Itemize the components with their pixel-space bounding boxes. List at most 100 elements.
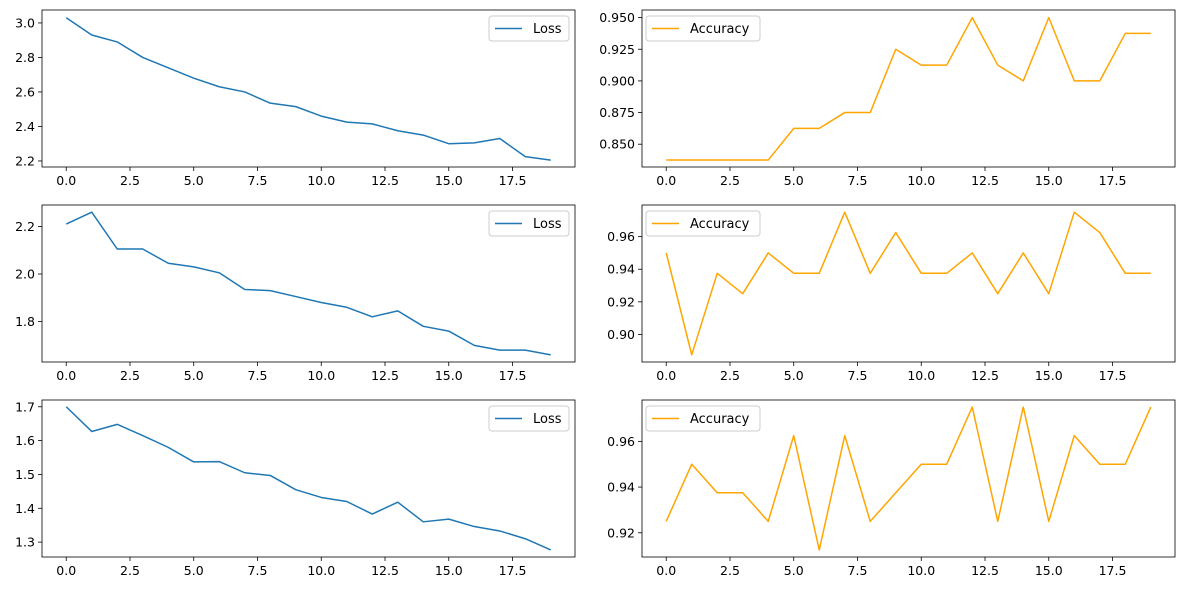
x-tick-label: 0.0 xyxy=(56,563,76,578)
axes-frame xyxy=(641,204,1176,363)
y-tick-label: 0.92 xyxy=(607,294,635,309)
series-line-loss xyxy=(65,406,552,551)
subplot-1: 0.0 2.5 5.0 7.5 10.0 12.5 15.0 17.5 2.2 2.4 2.6 2.8… xyxy=(15,9,576,188)
x-tick-label: 10.0 xyxy=(307,563,335,578)
x-tick-label: 2.5 xyxy=(720,368,740,383)
legend-label: Accuracy xyxy=(690,412,750,427)
legend-box xyxy=(488,405,570,432)
series-line-loss xyxy=(65,17,551,161)
legend-label: Loss xyxy=(533,412,562,427)
x-tick-label: 2.5 xyxy=(120,368,140,383)
x-tick-label: 5.0 xyxy=(184,368,204,383)
x-tick-label: 15.0 xyxy=(1035,368,1063,383)
y-tick-label: 1.4 xyxy=(15,501,35,516)
y-tick-label: 1.5 xyxy=(15,467,35,482)
x-tick-label: 2.5 xyxy=(720,563,740,578)
subplot-4: 0.0 2.5 5.0 7.5 10.0 12.5 15.0 17.5 0.90 0.92 0.94… xyxy=(607,204,1176,383)
x-tick-label: 10.0 xyxy=(307,173,335,188)
series-line-loss xyxy=(65,211,551,356)
x-tick-label: 15.0 xyxy=(1035,173,1063,188)
y-tick-label: 0.850 xyxy=(599,137,635,152)
legend: Accuracy xyxy=(645,210,761,237)
legend: Accuracy xyxy=(645,405,761,432)
subplot-3: 0.0 2.5 5.0 7.5 10.0 12.5 15.0 17.5 1.8 2.0 2.2 Los… xyxy=(15,204,576,383)
y-tick-label: 2.0 xyxy=(15,266,35,281)
x-tick-label: 2.5 xyxy=(120,173,140,188)
x-tick-label: 5.0 xyxy=(784,173,804,188)
y-tick-label: 2.8 xyxy=(15,50,35,65)
legend-label: Accuracy xyxy=(690,22,750,37)
x-tick-label: 0.0 xyxy=(656,368,676,383)
x-tick-label: 5.0 xyxy=(184,173,204,188)
x-tick-label: 15.0 xyxy=(435,368,463,383)
subplot-5: 0.0 2.5 5.0 7.5 10.0 12.5 15.0 17.5 1.3 1.4 1.5 1.6… xyxy=(15,399,576,578)
x-tick-label: 12.5 xyxy=(371,368,399,383)
y-tick-label: 0.92 xyxy=(607,525,635,540)
legend-box xyxy=(488,15,570,42)
axes-frame xyxy=(641,9,1176,168)
x-tick-label: 17.5 xyxy=(499,563,527,578)
x-tick-label: 10.0 xyxy=(907,173,935,188)
x-tick-label: 0.0 xyxy=(656,563,676,578)
x-tick-label: 0.0 xyxy=(56,173,76,188)
x-tick-label: 7.5 xyxy=(848,173,868,188)
x-tick-label: 5.0 xyxy=(784,368,804,383)
axes-frame xyxy=(41,9,576,168)
x-tick-label: 7.5 xyxy=(848,563,868,578)
x-tick-label: 15.0 xyxy=(1035,563,1063,578)
x-tick-label: 10.0 xyxy=(307,368,335,383)
x-tick-label: 7.5 xyxy=(248,368,268,383)
x-tick-label: 12.5 xyxy=(971,563,999,578)
x-tick-label: 5.0 xyxy=(184,563,204,578)
x-tick-label: 0.0 xyxy=(56,368,76,383)
y-tick-label: 2.2 xyxy=(15,153,35,168)
y-tick-label: 1.8 xyxy=(15,314,35,329)
x-tick-label: 12.5 xyxy=(371,563,399,578)
x-tick-label: 5.0 xyxy=(784,563,804,578)
y-tick-label: 0.96 xyxy=(607,434,635,449)
y-tick-label: 0.950 xyxy=(599,10,635,25)
y-tick-label: 0.94 xyxy=(607,480,635,495)
x-tick-label: 2.5 xyxy=(120,563,140,578)
series-line-accuracy xyxy=(665,211,1151,356)
x-tick-label: 15.0 xyxy=(435,173,463,188)
y-tick-label: 0.94 xyxy=(607,262,635,277)
x-tick-label: 12.5 xyxy=(971,173,999,188)
legend-box xyxy=(645,210,761,237)
x-tick-label: 10.0 xyxy=(907,368,935,383)
x-tick-label: 17.5 xyxy=(1099,368,1127,383)
x-tick-label: 2.5 xyxy=(720,173,740,188)
x-tick-label: 17.5 xyxy=(1099,173,1127,188)
y-tick-label: 0.90 xyxy=(607,327,635,342)
legend: Loss xyxy=(488,15,570,42)
y-tick-label: 3.0 xyxy=(15,15,35,30)
series-line-accuracy xyxy=(665,406,1152,551)
y-tick-label: 1.7 xyxy=(15,399,35,414)
x-tick-label: 7.5 xyxy=(248,563,268,578)
y-tick-label: 1.6 xyxy=(15,433,35,448)
y-tick-label: 0.900 xyxy=(599,73,635,88)
subplot-2: 0.0 2.5 5.0 7.5 10.0 12.5 15.0 17.5 0.850 0.875 0.… xyxy=(599,9,1176,188)
x-tick-label: 10.0 xyxy=(907,563,935,578)
legend-box xyxy=(488,210,570,237)
legend-label: Loss xyxy=(533,217,562,232)
legend: Loss xyxy=(488,405,570,432)
legend: Accuracy xyxy=(645,15,761,42)
x-tick-label: 17.5 xyxy=(499,173,527,188)
axes-frame xyxy=(41,399,576,558)
y-tick-label: 0.875 xyxy=(599,105,635,120)
legend-label: Accuracy xyxy=(690,217,750,232)
x-tick-label: 17.5 xyxy=(499,368,527,383)
legend-label: Loss xyxy=(533,22,562,37)
x-tick-label: 0.0 xyxy=(656,173,676,188)
legend-box xyxy=(645,15,761,42)
legend-box xyxy=(645,405,761,432)
y-tick-label: 0.96 xyxy=(607,229,635,244)
x-tick-label: 7.5 xyxy=(248,173,268,188)
y-tick-label: 0.925 xyxy=(599,42,635,57)
y-tick-label: 1.3 xyxy=(15,535,35,550)
x-tick-label: 15.0 xyxy=(435,563,463,578)
x-tick-label: 12.5 xyxy=(971,368,999,383)
x-tick-label: 7.5 xyxy=(848,368,868,383)
